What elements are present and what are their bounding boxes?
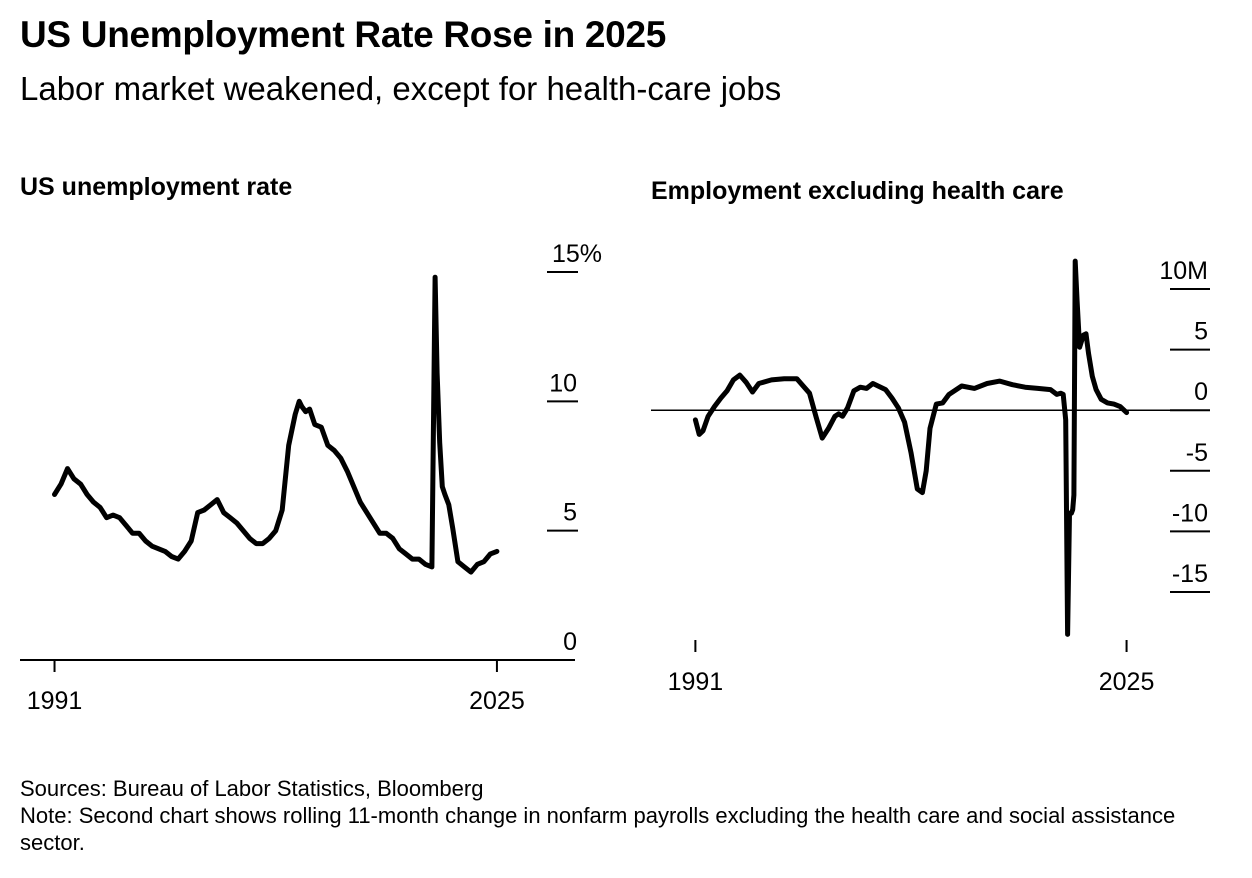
x-tick-label: 2025 xyxy=(1099,668,1155,696)
series-line xyxy=(692,258,1130,637)
x-tick-label: 1991 xyxy=(668,668,724,696)
y-tick-label: -5 xyxy=(1186,439,1208,467)
x-tick-label: 1991 xyxy=(27,687,83,715)
y-tick-label: 15% xyxy=(552,240,602,268)
y-tick-label: 0 xyxy=(563,628,577,656)
y-tick-label: 0 xyxy=(1194,378,1208,406)
y-tick-label: 5 xyxy=(1194,318,1208,346)
page-title: US Unemployment Rate Rose in 2025 xyxy=(20,14,667,55)
y-tick-label: -15 xyxy=(1172,560,1208,588)
footer: Sources: Bureau of Labor Statistics, Blo… xyxy=(20,775,1230,856)
y-tick-label: 5 xyxy=(563,499,577,527)
chart-1-title: US unemployment rate xyxy=(20,173,293,201)
y-tick-label: -10 xyxy=(1172,499,1208,527)
x-tick-label: 2025 xyxy=(469,687,525,715)
sources-note: Sources: Bureau of Labor Statistics, Blo… xyxy=(20,776,484,801)
page-subtitle: Labor market weakened, except for health… xyxy=(20,70,782,107)
series-line xyxy=(52,274,500,575)
methodology-note: Note: Second chart shows rolling 11-mont… xyxy=(20,803,1176,855)
chart-2-title: Employment excluding health care xyxy=(651,177,1064,205)
y-tick-label: 10 xyxy=(549,369,577,397)
y-tick-label: 10M xyxy=(1159,257,1208,285)
